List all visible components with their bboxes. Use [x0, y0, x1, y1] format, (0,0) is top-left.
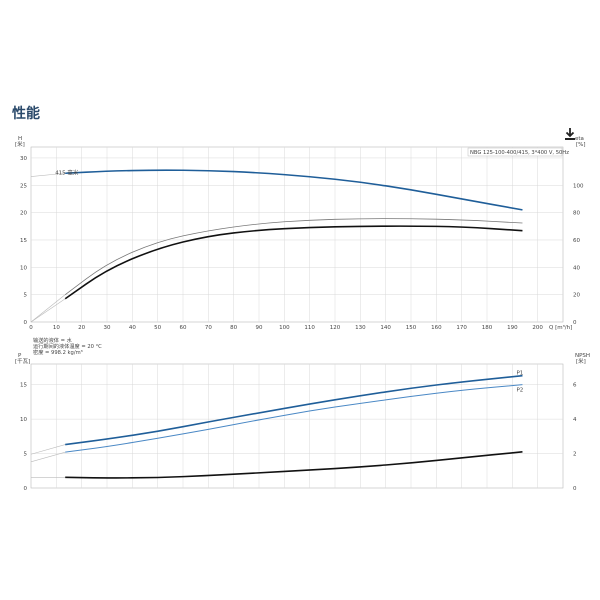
- plot-frame-0: [30, 146, 564, 323]
- series-line-0-1: [64, 218, 523, 295]
- pump-label: NBG 125-100-400/415, 3*400 V, 50Hz: [470, 150, 569, 156]
- x-tick-label: 10: [53, 325, 60, 331]
- y-axis-label: H: [18, 136, 22, 142]
- series-extension: [30, 294, 66, 323]
- x-tick-label: 120: [330, 325, 341, 331]
- series-line-0-2: [64, 225, 523, 300]
- y-tick-label: 15: [20, 238, 27, 244]
- chart-note: 运行期间的液体温度 = 20 °C: [33, 342, 102, 350]
- x-tick-label: 40: [129, 325, 136, 331]
- series-extension: [30, 444, 66, 455]
- plot-frame-1: [30, 363, 564, 489]
- x-tick-label: 30: [104, 325, 111, 331]
- y2-axis-label: NPSH: [575, 353, 590, 359]
- y2-axis-label: eta: [575, 136, 584, 142]
- y2-tick-label: 6: [573, 383, 577, 389]
- x-tick-label: 0: [29, 325, 33, 331]
- chart-note: 密度 = 998.2 kg/m³: [33, 348, 83, 356]
- y2-tick-label: 2: [573, 452, 577, 458]
- x-tick-label: 20: [78, 325, 85, 331]
- y2-tick-label: 4: [573, 417, 577, 423]
- y-axis-unit: [千瓦]: [15, 357, 30, 365]
- y-tick-label: 30: [20, 156, 27, 162]
- x-tick-label: 140: [380, 325, 391, 331]
- y-tick-label: 5: [24, 293, 28, 299]
- y2-tick-label: 100: [573, 183, 584, 189]
- download-icon[interactable]: [563, 127, 577, 141]
- y-tick-label: 5: [24, 452, 28, 458]
- x-tick-label: 130: [355, 325, 366, 331]
- y-tick-label: 15: [20, 383, 27, 389]
- x-tick-label: 190: [507, 325, 518, 331]
- y-axis-label: P: [18, 353, 22, 359]
- x-tick-label: 110: [304, 325, 315, 331]
- y2-axis-unit: [米]: [576, 357, 586, 365]
- x-tick-label: 170: [456, 325, 467, 331]
- y2-axis-unit: [%]: [576, 142, 586, 148]
- y-tick-label: 10: [20, 417, 27, 423]
- pump-label-box: [467, 147, 563, 157]
- series-extension: [30, 172, 66, 177]
- x-axis-label: Q [m³/h]: [549, 324, 572, 331]
- series-extension: [30, 298, 66, 323]
- y-tick-label: 20: [20, 211, 27, 217]
- y2-tick-label: 60: [573, 238, 580, 244]
- y2-tick-label: 0: [573, 320, 577, 326]
- series-label: P2: [516, 388, 523, 394]
- x-tick-label: 80: [230, 325, 237, 331]
- series-line-0-0: [65, 169, 523, 211]
- section-title: 性能: [12, 106, 40, 122]
- x-tick-label: 50: [154, 325, 161, 331]
- series-line-1-0: [65, 374, 523, 446]
- x-tick-label: 70: [205, 325, 212, 331]
- x-tick-label: 150: [406, 325, 417, 331]
- x-tick-label: 200: [532, 325, 543, 331]
- series-label: 415 毫米: [55, 168, 79, 176]
- y-tick-label: 10: [20, 265, 27, 271]
- x-tick-label: 180: [482, 325, 493, 331]
- series-line-1-2: [65, 451, 523, 479]
- y-tick-label: 0: [24, 320, 28, 326]
- y2-tick-label: 40: [573, 265, 580, 271]
- y-axis-unit: [米]: [15, 140, 25, 148]
- y2-tick-label: 20: [573, 293, 580, 299]
- x-tick-label: 60: [180, 325, 187, 331]
- x-tick-label: 100: [279, 325, 290, 331]
- series-label: P1: [516, 371, 523, 377]
- series-line-1-1: [65, 384, 523, 453]
- y2-tick-label: 80: [573, 211, 580, 217]
- chart-note: 输送的液体 = 水: [33, 336, 73, 344]
- y-tick-label: 25: [20, 183, 27, 189]
- y2-tick-label: 0: [573, 486, 577, 492]
- x-tick-label: 160: [431, 325, 442, 331]
- x-tick-label: 90: [256, 325, 263, 331]
- y-tick-label: 0: [24, 486, 28, 492]
- series-extension: [30, 451, 66, 463]
